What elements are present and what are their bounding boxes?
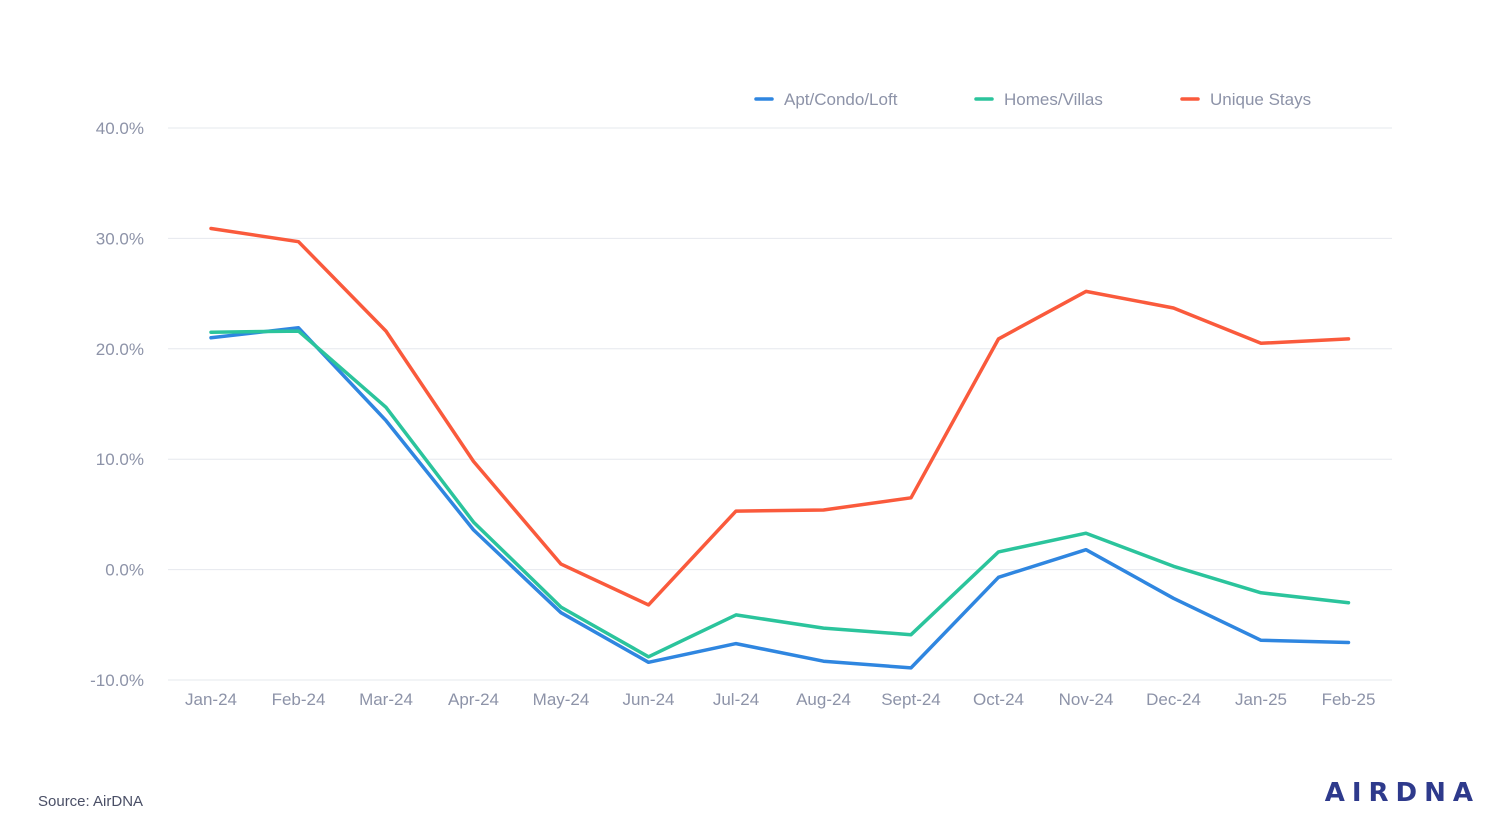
- y-tick-label: 0.0%: [105, 561, 144, 580]
- x-tick-label: Jan-24: [185, 690, 237, 709]
- grid-lines: [168, 127, 1392, 681]
- x-tick-label: Aug-24: [796, 690, 851, 709]
- y-axis-tick-labels: 40.0% 30.0% 20.0% 10.0% 0.0% -10.0%: [90, 119, 144, 690]
- x-tick-label: Jul-24: [713, 690, 759, 709]
- x-tick-label: Oct-24: [973, 690, 1024, 709]
- y-tick-label: 20.0%: [96, 340, 144, 359]
- airdna-logo: AIRDNA: [1324, 778, 1480, 808]
- x-tick-label: Apr-24: [448, 690, 499, 709]
- series-lines: [209, 226, 1351, 670]
- x-axis-tick-labels: Jan-24 Feb-24 Mar-24 Apr-24 May-24 Jun-24 Jul-…: [185, 690, 1375, 709]
- x-tick-label: Feb-25: [1322, 690, 1376, 709]
- x-tick-label: Dec-24: [1146, 690, 1201, 709]
- series-line-unique-stays: [209, 226, 1351, 607]
- series-line-apt-condo-loft: [209, 326, 1351, 670]
- legend: Apt/Condo/Loft Homes/Villas Unique Stays: [754, 90, 1311, 109]
- x-tick-label: Mar-24: [359, 690, 413, 709]
- y-tick-label: 30.0%: [96, 229, 144, 248]
- legend-label: Apt/Condo/Loft: [784, 90, 898, 109]
- source-note: Source: AirDNA: [38, 793, 144, 810]
- series-line-homes-villas: [209, 329, 1351, 659]
- y-tick-label: 10.0%: [96, 450, 144, 469]
- y-tick-label: 40.0%: [96, 119, 144, 138]
- legend-label: Homes/Villas: [1004, 90, 1103, 109]
- legend-label: Unique Stays: [1210, 90, 1311, 109]
- x-tick-label: Sept-24: [881, 690, 941, 709]
- x-tick-label: May-24: [533, 690, 590, 709]
- x-tick-label: Feb-24: [272, 690, 326, 709]
- x-tick-label: Jun-24: [623, 690, 675, 709]
- y-tick-label: -10.0%: [90, 671, 144, 690]
- x-tick-label: Jan-25: [1235, 690, 1287, 709]
- x-tick-label: Nov-24: [1059, 690, 1114, 709]
